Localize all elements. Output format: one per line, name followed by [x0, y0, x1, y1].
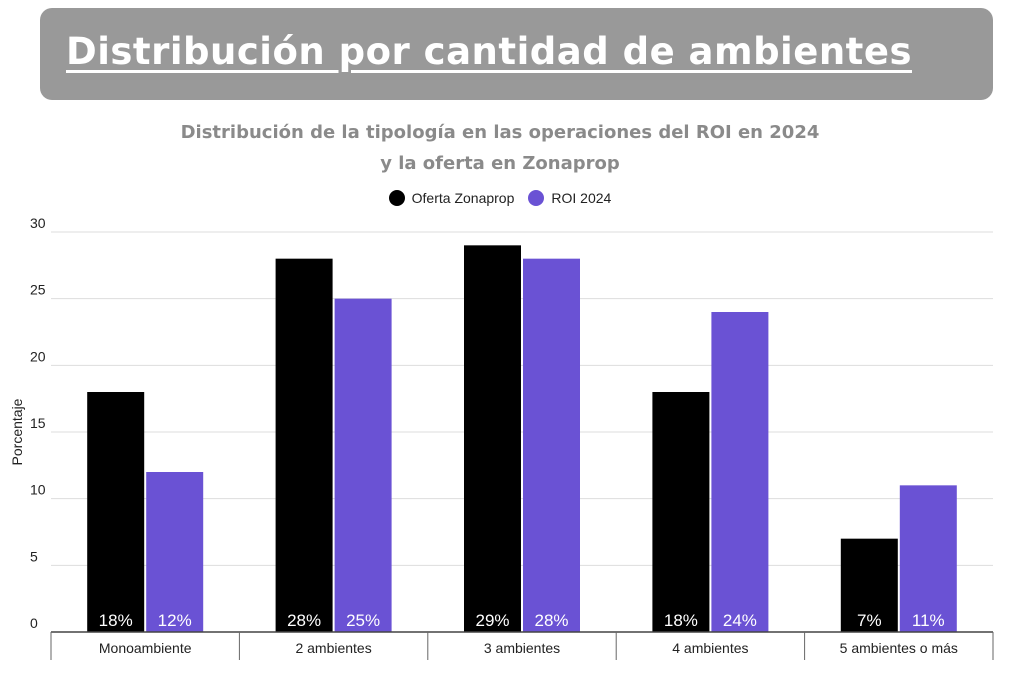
- bar-oferta: [464, 245, 521, 633]
- data-label: 29%: [475, 611, 509, 630]
- bar-roi: [523, 258, 580, 632]
- x-tick-label: 4 ambientes: [672, 640, 748, 656]
- bar-oferta: [87, 392, 145, 632]
- x-tick-label: 2 ambientes: [295, 640, 371, 656]
- chart-legend: Oferta Zonaprop ROI 2024: [0, 190, 1000, 206]
- bar-roi: [146, 472, 204, 632]
- banner-title: Distribución por cantidad de ambientes: [66, 30, 912, 73]
- chart-title-line-2: y la oferta en Zonaprop: [380, 153, 620, 174]
- y-tick-label: 20: [30, 348, 46, 364]
- y-tick-label: 5: [30, 548, 38, 564]
- data-label: 28%: [287, 611, 321, 630]
- data-label: 12%: [158, 611, 192, 630]
- data-label: 24%: [723, 611, 757, 630]
- title-banner: Distribución por cantidad de ambientes: [40, 8, 993, 100]
- bar-roi: [334, 298, 392, 632]
- legend-swatch-oferta: [388, 190, 405, 206]
- bar-oferta: [275, 258, 333, 632]
- y-tick-label: 15: [30, 415, 46, 431]
- data-label: 18%: [99, 611, 133, 630]
- data-label: 25%: [346, 611, 380, 630]
- legend-label-oferta: Oferta Zonaprop: [411, 190, 515, 206]
- legend-label-roi: ROI 2024: [551, 190, 612, 206]
- chart-title: Distribución de la tipología en las oper…: [0, 117, 1000, 179]
- bar-roi: [899, 485, 957, 632]
- bar-roi: [711, 312, 769, 632]
- legend-swatch-roi: [528, 190, 545, 206]
- chart-title-line-1: Distribución de la tipología en las oper…: [180, 122, 820, 143]
- y-axis-title: Porcentaje: [9, 398, 25, 465]
- x-tick-label: 5 ambientes o más: [840, 640, 958, 656]
- bar-oferta: [652, 392, 710, 632]
- legend-item-roi[interactable]: ROI 2024: [528, 190, 611, 206]
- data-label: 18%: [664, 611, 698, 630]
- y-tick-label: 0: [30, 615, 38, 631]
- x-tick-label: Monoambiente: [99, 640, 192, 656]
- data-label: 28%: [534, 611, 568, 630]
- data-label: 11%: [912, 611, 945, 630]
- legend-item-oferta[interactable]: Oferta Zonaprop: [388, 190, 515, 206]
- data-label: 7%: [857, 611, 882, 630]
- bar-oferta: [840, 538, 898, 632]
- y-tick-label: 25: [30, 282, 46, 298]
- y-tick-label: 10: [30, 482, 46, 498]
- y-tick-label: 30: [30, 215, 46, 231]
- x-tick-label: 3 ambientes: [484, 640, 560, 656]
